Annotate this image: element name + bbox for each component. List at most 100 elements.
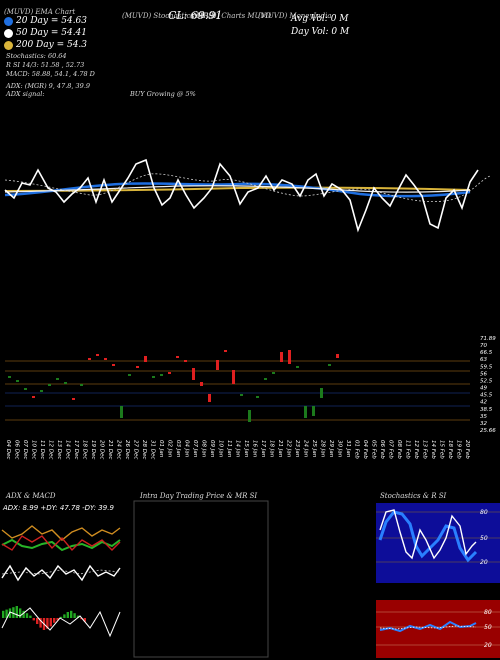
ema50-swatch xyxy=(4,28,13,38)
date-label: 31 Jan xyxy=(345,440,351,458)
ema20-swatch xyxy=(4,16,13,26)
candle xyxy=(224,350,227,352)
price-label: 25.66 xyxy=(480,428,496,434)
date-label: 14 Dec xyxy=(65,440,71,459)
candle xyxy=(24,388,27,390)
price-label: 66.5 xyxy=(480,350,493,356)
candle xyxy=(264,378,267,380)
candle xyxy=(136,366,139,368)
stoch-panel: 80 50 20 80 50 20 xyxy=(376,503,500,658)
macd-hist-bar xyxy=(59,616,63,618)
candles xyxy=(8,350,339,422)
macd-hist-bar xyxy=(73,613,76,618)
rsi-white-dotted xyxy=(379,625,477,630)
candle xyxy=(280,352,283,362)
price-label: 49 xyxy=(480,386,487,392)
macd-hist-bar xyxy=(66,612,69,618)
candle xyxy=(240,394,243,396)
adx-value: ADX: (MGR) 9, 47.8, 39.9 xyxy=(6,82,91,90)
date-label: 04 Dec xyxy=(5,440,11,459)
close-price: CL: 69.91 xyxy=(168,9,223,22)
macd-hist-bar xyxy=(53,618,56,623)
adx-panel-bg xyxy=(0,500,124,658)
avg-volume: Avg Vol: 0 M xyxy=(291,14,349,24)
stoch-white-line xyxy=(379,509,477,560)
date-label: 10 Jan xyxy=(218,440,224,458)
header-link-money[interactable]: (MUVD) MoneyIndia xyxy=(258,12,332,20)
date-label: 22 Jan xyxy=(286,440,292,458)
price-label: 63 xyxy=(480,357,487,363)
date-label: 11 Jan xyxy=(226,440,232,458)
date-label: 17 Dec xyxy=(73,440,79,459)
header-link-charts[interactable]: (MUVD) Charts MUVD xyxy=(190,12,272,20)
ema200-label: 200 Day = 54.3 xyxy=(16,40,88,50)
price-label: 45.5 xyxy=(480,393,493,399)
stoch-panel-title: Stochastics & R SI xyxy=(380,492,447,500)
candle xyxy=(288,350,291,364)
candle xyxy=(88,358,91,360)
stoch-panel-bg xyxy=(376,503,500,583)
date-label: 08 Jan xyxy=(201,440,207,458)
candle xyxy=(128,374,131,376)
stoch-axis-50: 50 xyxy=(480,535,488,542)
date-label: 04 Feb xyxy=(362,440,368,459)
intra-panel-title: Intra Day Trading Price & MR SI xyxy=(140,492,258,500)
price-label: 42 xyxy=(480,400,487,406)
candle xyxy=(336,354,339,358)
macd-hist-bar xyxy=(46,618,49,629)
date-label: 19 Feb xyxy=(456,440,462,459)
main-chart: 71.897066.56359.55652.54945.54238.535322… xyxy=(4,158,496,459)
date-label: 14 Jan xyxy=(235,440,241,458)
date-label: 11 Dec xyxy=(39,440,45,459)
macd-hist-bar xyxy=(70,610,73,618)
macd-histogram-line xyxy=(1,607,121,638)
intra-day-box xyxy=(133,500,269,658)
date-label: 04 Jan xyxy=(184,440,190,458)
header-link-ema[interactable]: (MUVD) EMA Chart xyxy=(4,8,76,16)
date-label: 01 Feb xyxy=(354,440,360,459)
candle xyxy=(296,366,299,368)
legend-ema20: 20 Day = 54.63 xyxy=(4,16,87,26)
stoch-axis-20: 20 xyxy=(480,559,488,566)
candle xyxy=(152,376,155,378)
macd-hist-bar xyxy=(5,609,8,618)
macd-hist-bar xyxy=(83,618,86,622)
date-label: 16 Jan xyxy=(252,440,258,458)
macd-hist-bar xyxy=(19,608,22,618)
date-label: 19 Dec xyxy=(90,440,96,459)
date-axis-labels: 04 Dec 06 Dec 07 Dec 10 Dec 11 Dec 12 Dec 13 D… xyxy=(5,440,470,459)
rsi-blue-line xyxy=(379,620,477,633)
date-label: 18 Feb xyxy=(447,440,453,459)
candle xyxy=(120,406,123,418)
adx-signal-label: ADX signal: xyxy=(6,90,45,98)
macd-value: MACD: 58.88, 54.1, 4.78 D xyxy=(6,70,95,78)
header-links[interactable]: (MUVD) EMA Chart xyxy=(4,8,87,16)
macd-hist-bar xyxy=(29,615,32,618)
candle xyxy=(160,374,163,376)
date-label: 21 Dec xyxy=(107,440,113,459)
price-label: 52.5 xyxy=(480,378,493,384)
candle xyxy=(64,382,67,384)
date-label: 31 Dec xyxy=(150,440,156,459)
date-label: 13 Feb xyxy=(422,440,428,459)
header-link-stoch[interactable]: (MUVD) Stochastics,MRSI xyxy=(122,12,217,20)
ema50-label: 50 Day = 54.41 xyxy=(16,28,88,38)
date-label: 20 Dec xyxy=(99,440,105,459)
date-label: 05 Feb xyxy=(371,440,377,459)
adx-panel-values: ADX: 8.99 +DY: 47.78 -DY: 39.9 xyxy=(2,504,114,512)
candle xyxy=(40,390,43,392)
macd-hist-bar xyxy=(56,618,59,621)
ema20-label: 20 Day = 54.63 xyxy=(16,16,88,26)
date-label: 14 Feb xyxy=(430,440,436,459)
candle xyxy=(176,356,179,358)
date-label: 18 Jan xyxy=(269,440,275,458)
date-label: 08 Feb xyxy=(396,440,402,459)
macd-hist-bar xyxy=(63,614,66,618)
date-label: 03 Jan xyxy=(175,440,181,458)
price-label: 59.5 xyxy=(480,364,493,370)
macd-histogram xyxy=(2,606,86,630)
candle xyxy=(304,406,307,418)
date-label: 29 Jan xyxy=(328,440,334,458)
date-label: 06 Dec xyxy=(14,440,20,459)
adx-orange-line xyxy=(1,525,121,541)
